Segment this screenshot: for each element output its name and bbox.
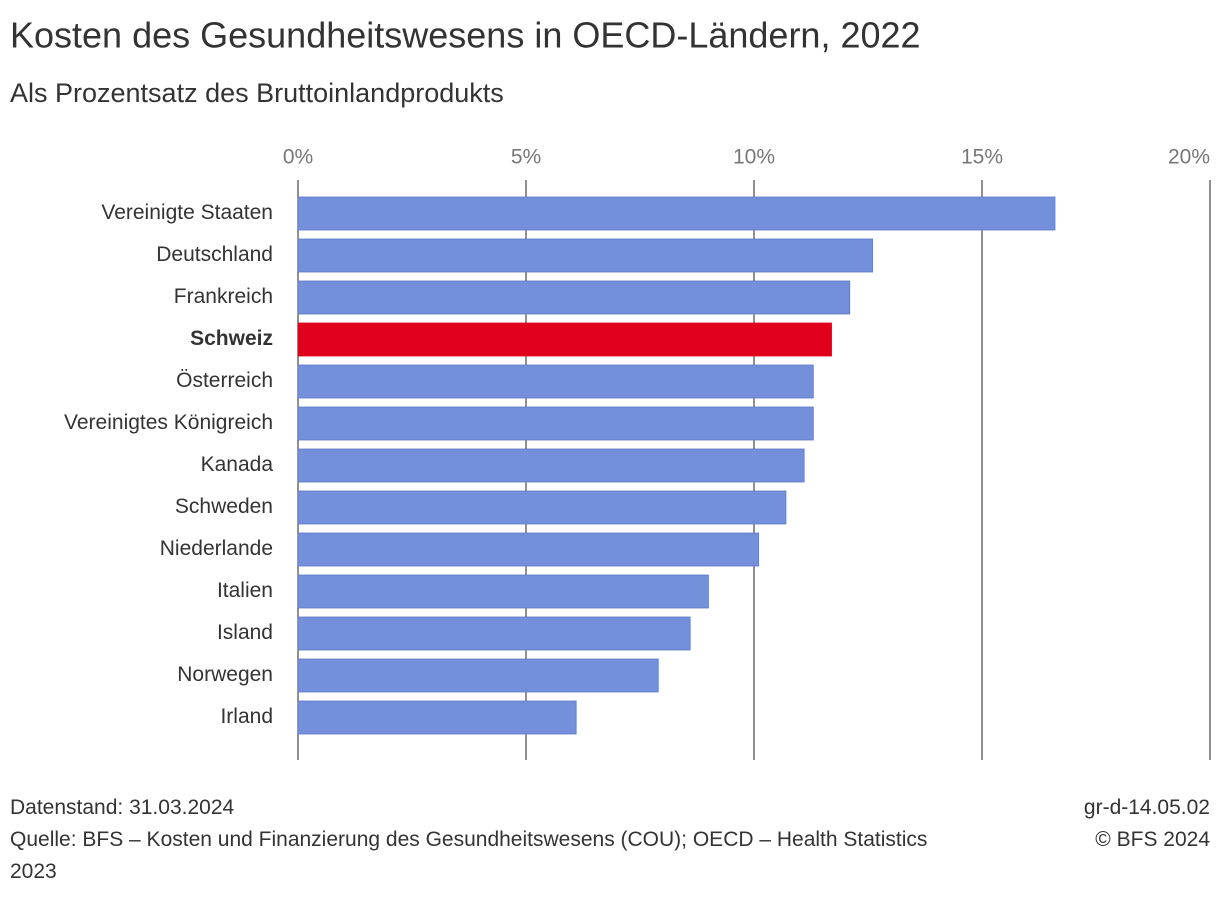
bar	[297, 490, 787, 525]
y-tick-label: Vereinigte Staaten	[101, 201, 273, 224]
y-tick-label: Irland	[220, 705, 273, 728]
notes: Datenstand: 31.03.2024 Quelle: BFS – Kos…	[10, 792, 950, 888]
note: © BFS 2024	[1095, 828, 1210, 851]
y-tick-label: Frankreich	[174, 285, 273, 308]
notes-right: gr-d-14.05.02 © BFS 2024	[1084, 792, 1210, 856]
bar	[297, 658, 659, 693]
y-tick-label: Niederlande	[160, 537, 273, 560]
y-tick-label: Deutschland	[156, 243, 273, 266]
bar	[297, 700, 577, 735]
note: Quelle: BFS – Kosten und Finanzierung de…	[10, 828, 928, 883]
x-tick-label: 0%	[283, 146, 313, 169]
bar	[297, 238, 873, 273]
y-tick-label: Vereinigtes Königreich	[64, 411, 273, 434]
bar	[297, 574, 709, 609]
y-tick-label: Schweiz	[190, 327, 273, 350]
bar	[297, 532, 759, 567]
chart-subtitle: Als Prozentsatz des Bruttoinlandprodukts	[10, 78, 504, 108]
y-tick-label: Österreich	[176, 369, 273, 392]
y-tick-label: Italien	[217, 579, 273, 602]
bar	[297, 448, 805, 483]
note: Datenstand: 31.03.2024	[10, 796, 235, 819]
x-tick-label: 5%	[511, 146, 541, 169]
y-tick-label: Kanada	[201, 453, 274, 476]
y-tick-label: Norwegen	[177, 663, 273, 686]
x-tick-label: 10%	[733, 146, 775, 169]
chart: Kosten des Gesundheitswesens in OECD-Län…	[10, 15, 1211, 760]
note: gr-d-14.05.02	[1083, 796, 1210, 819]
chart-title: Kosten des Gesundheitswesens in OECD-Län…	[10, 15, 921, 56]
bar	[297, 616, 691, 651]
x-tick-label: 20%	[1168, 146, 1210, 169]
bar	[297, 280, 851, 315]
y-tick-label: Island	[217, 621, 273, 644]
bar	[297, 196, 1056, 231]
bar	[297, 364, 814, 399]
bar	[297, 322, 832, 357]
bar	[297, 406, 814, 441]
y-tick-label: Schweden	[175, 495, 273, 518]
x-tick-label: 15%	[961, 146, 1003, 169]
